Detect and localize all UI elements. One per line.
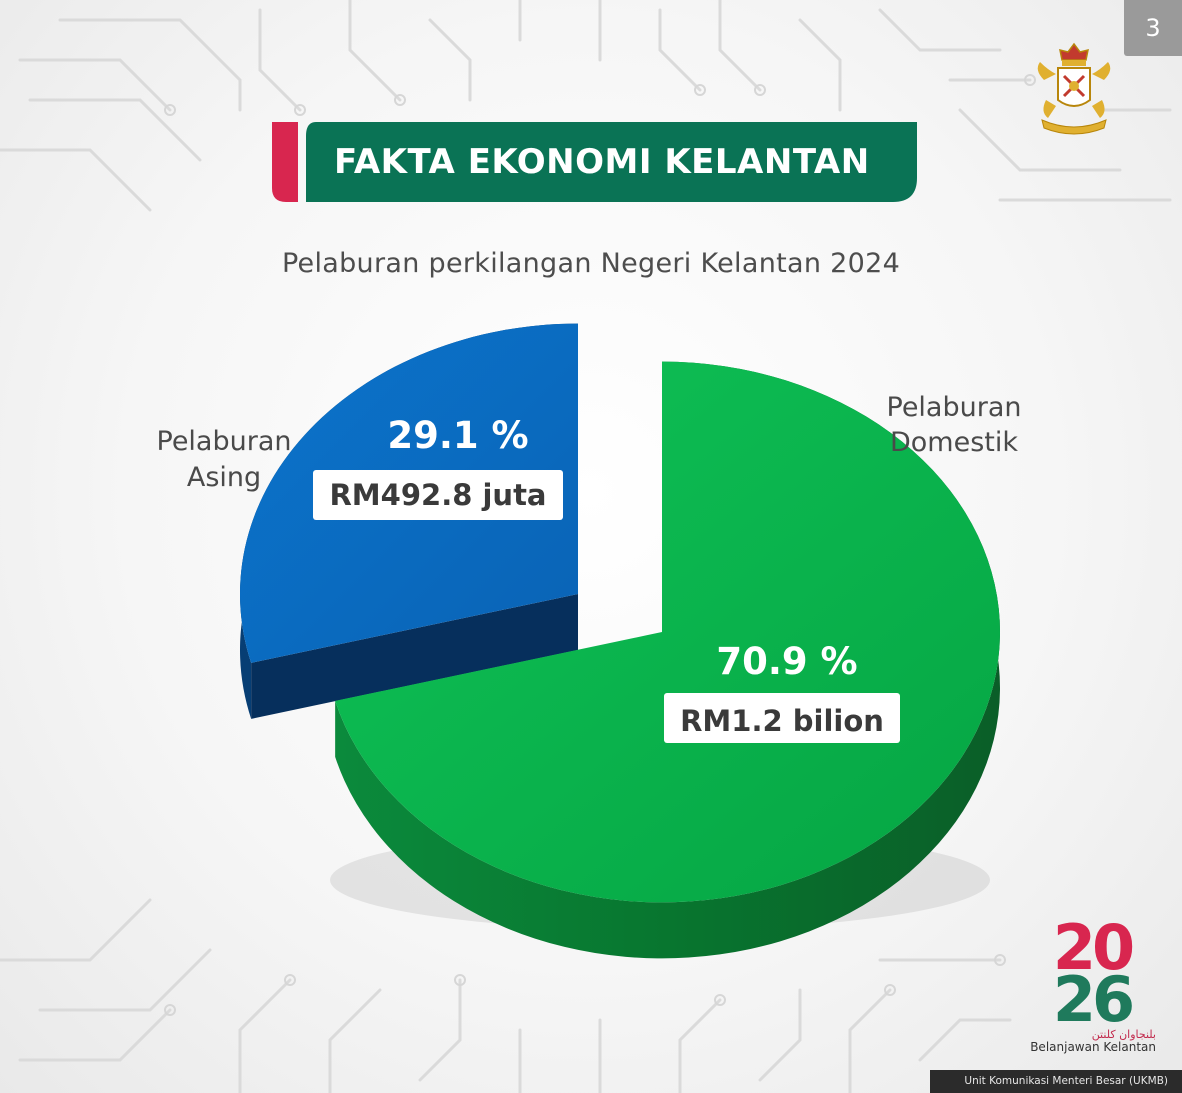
banner-shape: [272, 122, 917, 202]
logo-year-bottom: 26: [1052, 963, 1135, 1036]
slice-value-domestik: RM1.2 bilion: [680, 704, 884, 738]
title-banner: FAKTA EKONOMI KELANTAN: [272, 122, 917, 202]
slice-asing-labels: Pelaburan Asing 29.1 % RM492.8 juta: [157, 414, 563, 520]
pie-slice-asing-face: [251, 594, 578, 719]
slice-domestik-labels: Pelaburan Domestik 70.9 % RM1.2 bilion: [664, 392, 1022, 743]
slice-value-asing: RM492.8 juta: [329, 478, 546, 512]
footer-credit: Unit Komunikasi Menteri Besar (UKMB): [930, 1070, 1182, 1093]
page-title: FAKTA EKONOMI KELANTAN: [334, 142, 870, 182]
value-box-asing: [313, 470, 563, 520]
slice-label-domestik-line2: Domestik: [890, 427, 1018, 458]
chart-title: Pelaburan perkilangan Negeri Kelantan 20…: [281, 248, 901, 279]
pie-slice-domestik: [335, 361, 1000, 903]
page-number: 3: [1124, 0, 1182, 56]
kelantan-state-crest-icon: [1037, 42, 1111, 135]
slice-percent-domestik: 70.9 %: [716, 640, 857, 683]
value-box-domestik: [664, 693, 900, 743]
logo-year-top: 20: [1052, 911, 1135, 984]
logo-caption: Belanjawan Kelantan: [1030, 1040, 1156, 1054]
slice-label-asing-line1: Pelaburan: [157, 426, 292, 457]
slice-percent-asing: 29.1 %: [387, 414, 528, 457]
belanjawan-2026-logo: 20 26 بلنجاوان كلنتن Belanjawan Kelantan: [1028, 911, 1158, 1058]
slice-label-asing-line2: Asing: [187, 462, 261, 493]
logo-arabic-text: بلنجاوان كلنتن: [1091, 1028, 1156, 1041]
slice-label-domestik-line1: Pelaburan: [887, 392, 1022, 423]
